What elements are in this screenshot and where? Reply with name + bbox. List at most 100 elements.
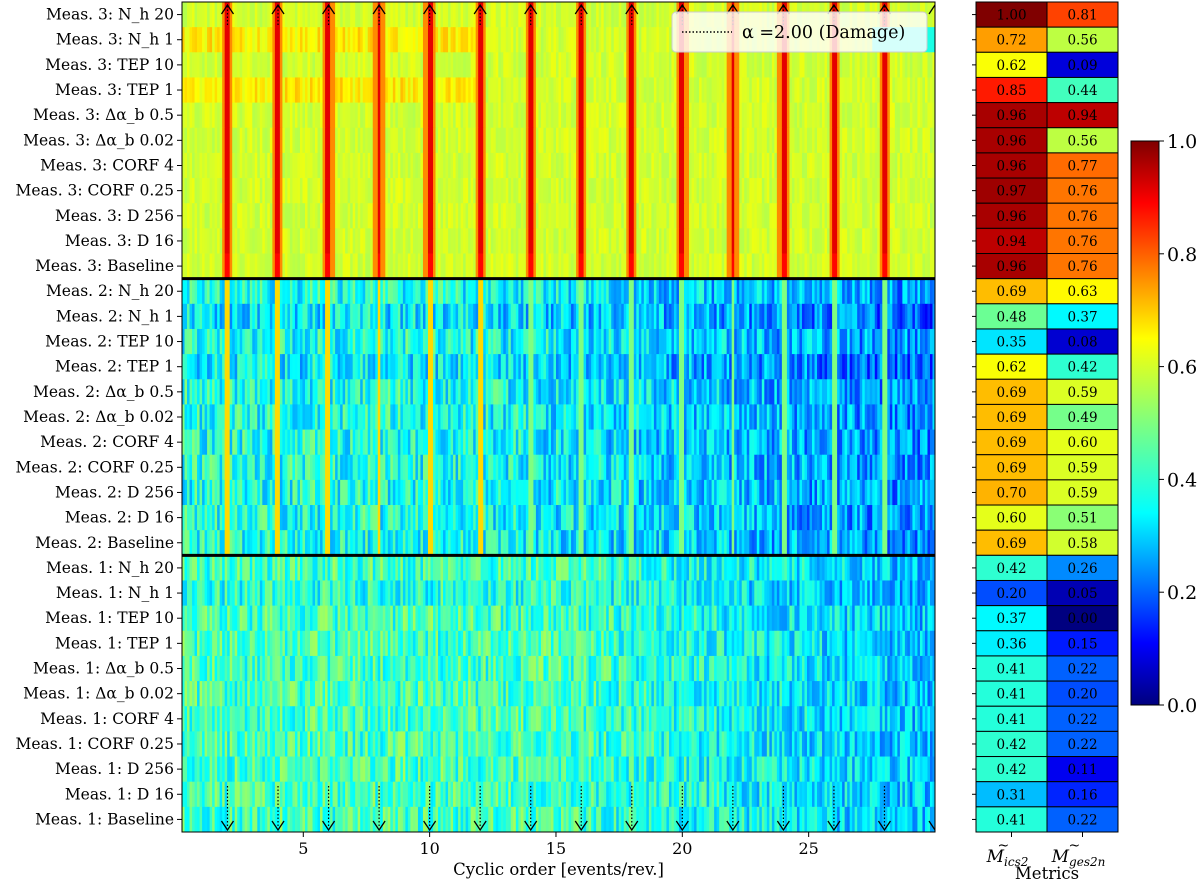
heatmap-cell: [500, 52, 504, 78]
heatmap-cell: [603, 27, 607, 53]
heatmap-cell: [671, 228, 675, 254]
heatmap-cell: [616, 152, 620, 179]
heatmap-cell: [578, 379, 582, 405]
heatmap-cell: [307, 354, 311, 380]
heatmap-cell: [555, 152, 559, 179]
heatmap-cell: [734, 354, 738, 380]
heatmap-cell: [425, 328, 429, 355]
heatmap-cell: [819, 203, 823, 229]
heatmap-cell: [538, 203, 542, 229]
heatmap-cell: [553, 102, 557, 129]
heatmap-cell: [799, 52, 803, 78]
heatmap-cell: [593, 328, 597, 355]
heatmap-cell: [917, 127, 921, 154]
heatmap-cell: [420, 278, 424, 305]
heatmap-cell: [623, 27, 627, 53]
heatmap-cell: [284, 102, 288, 129]
heatmap-cell: [769, 178, 773, 204]
heatmap-cell: [443, 203, 446, 229]
heatmap-cell: [618, 228, 622, 254]
heatmap-cell: [520, 102, 524, 129]
heatmap-cell: [352, 253, 356, 280]
heatmap-cell: [857, 379, 861, 405]
heatmap-cell: [799, 303, 803, 330]
heatmap-cell: [310, 178, 313, 204]
heatmap-cell: [320, 303, 323, 330]
heatmap-cell: [804, 77, 808, 103]
heatmap-cell: [588, 278, 592, 305]
heatmap-cell: [327, 52, 331, 78]
heatmap-cell: [884, 178, 888, 204]
heatmap-cell: [468, 328, 472, 355]
heatmap-cell: [794, 303, 798, 330]
heatmap-cell: [370, 178, 374, 204]
heatmap-cell: [608, 152, 612, 179]
heatmap-cell: [385, 278, 389, 305]
heatmap-cell: [470, 278, 474, 305]
heatmap-cell: [259, 2, 263, 28]
heatmap-cell: [483, 152, 487, 179]
heatmap-cell: [352, 152, 356, 179]
heatmap-cell: [232, 328, 236, 355]
heatmap-cell: [257, 228, 261, 254]
heatmap-cell: [425, 27, 429, 53]
heatmap-cell: [583, 102, 587, 129]
heatmap-cell: [673, 354, 677, 380]
heatmap-cell: [239, 379, 243, 405]
heatmap-cell: [407, 354, 411, 380]
heatmap-cell: [756, 253, 760, 280]
heatmap-cell: [357, 2, 361, 28]
heatmap-cell: [583, 278, 587, 305]
heatmap-cell: [443, 354, 446, 380]
heatmap-cell: [879, 328, 883, 355]
heatmap-cell: [392, 379, 396, 405]
heatmap-cell: [751, 152, 755, 179]
heatmap-cell: [458, 178, 462, 204]
heatmap-cell: [352, 102, 356, 129]
heatmap-cell: [586, 102, 590, 129]
heatmap-cell: [806, 102, 810, 129]
heatmap-cell: [909, 52, 913, 78]
heatmap-cell: [362, 102, 366, 129]
heatmap-cell: [302, 354, 306, 380]
heatmap-cell: [638, 178, 642, 204]
heatmap-cell: [387, 354, 391, 380]
heatmap-cell: [387, 127, 391, 154]
heatmap-cell: [262, 379, 266, 405]
heatmap-cell: [769, 152, 773, 179]
heatmap-cell: [827, 379, 830, 405]
heatmap-cell: [498, 253, 502, 280]
heatmap-cell: [192, 152, 195, 179]
heatmap-cell: [242, 379, 246, 405]
heatmap-cell: [304, 27, 308, 53]
heatmap-cell: [796, 52, 800, 78]
heatmap-cell: [227, 228, 231, 254]
heatmap-cell: [510, 52, 514, 78]
heatmap-cell: [249, 404, 253, 430]
heatmap-cell: [794, 228, 798, 254]
heatmap-cell: [365, 328, 369, 355]
heatmap-cell: [465, 328, 469, 355]
heatmap-cell: [197, 303, 200, 330]
heatmap-cell: [862, 278, 866, 305]
heatmap-cell: [267, 379, 271, 405]
heatmap-cell: [593, 52, 597, 78]
heatmap-cell: [776, 228, 780, 254]
heatmap-cell: [392, 27, 396, 53]
heatmap-cell: [315, 253, 318, 280]
heatmap-cell: [468, 152, 472, 179]
heatmap-cell: [628, 152, 632, 179]
heatmap-cell: [325, 2, 328, 28]
heatmap-cell: [540, 253, 544, 280]
heatmap-cell: [618, 303, 622, 330]
heatmap-cell: [433, 152, 436, 179]
heatmap-cell: [606, 379, 610, 405]
heatmap-cell: [259, 152, 263, 179]
heatmap-cell: [899, 328, 903, 355]
heatmap-cell: [292, 303, 296, 330]
heatmap-cell: [480, 203, 484, 229]
heatmap-cell: [741, 203, 745, 229]
heatmap-cell: [412, 77, 416, 103]
heatmap-cell: [729, 203, 733, 229]
heatmap-cell: [771, 178, 775, 204]
